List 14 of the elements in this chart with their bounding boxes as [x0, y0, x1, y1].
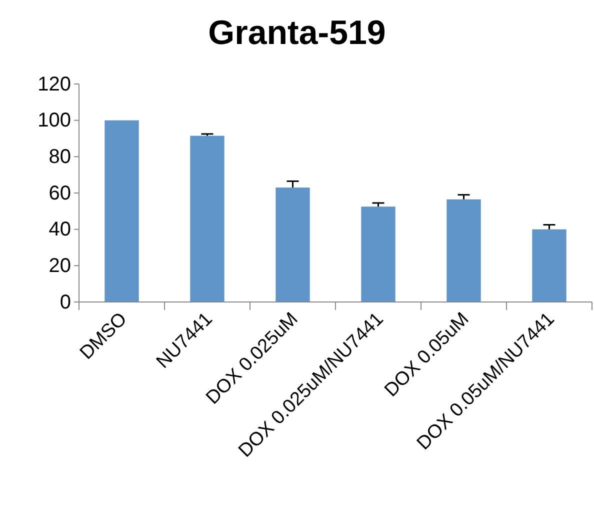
bar — [276, 188, 310, 302]
bar — [190, 136, 224, 302]
bar — [532, 229, 566, 302]
y-tick-label: 100 — [38, 110, 71, 132]
y-tick-label: 0 — [60, 291, 71, 314]
y-tick-label: 80 — [48, 146, 71, 168]
chart-title: Granta-519 — [208, 14, 386, 52]
bar — [361, 206, 396, 302]
y-tick-label: 20 — [48, 255, 71, 278]
y-tick-label: 60 — [48, 182, 71, 204]
bar — [446, 199, 481, 302]
y-tick-label: 40 — [48, 218, 71, 241]
y-tick-label: 120 — [38, 73, 71, 96]
bar — [104, 120, 139, 302]
